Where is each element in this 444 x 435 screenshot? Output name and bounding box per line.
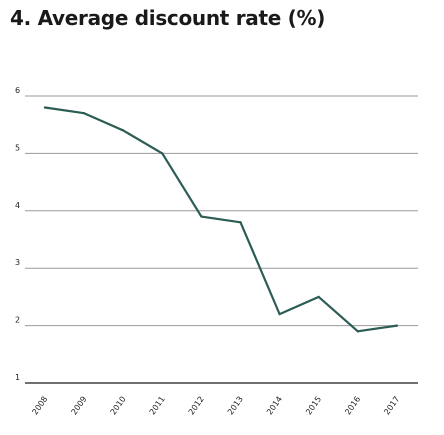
data-point [395,324,398,327]
x-tick-label: 2013 [226,395,245,417]
x-tick-label: 2008 [30,395,49,417]
y-tick-label: 3 [15,258,20,267]
x-tick-label: 2017 [382,395,401,417]
x-tick-label: 2014 [265,395,284,417]
x-tick-label: 2015 [304,395,323,417]
y-tick-label: 1 [15,373,20,382]
y-tick-labels: 1 2 3 4 5 6 [15,86,20,382]
gridlines [25,95,418,384]
chart-title: 4. Average discount rate (%) [10,6,326,30]
x-tick-label: 2011 [148,395,167,417]
x-tick-label: 2009 [70,395,89,417]
y-tick-label: 6 [15,86,20,95]
data-point [43,106,47,109]
series-layer [43,106,398,333]
data-point [200,215,203,218]
x-tick-labels: 2008 2009 2010 2011 2012 2013 2014 2015 2016 2017 [30,395,401,417]
x-tick-label: 2012 [187,395,206,417]
data-point [83,112,86,115]
data-point [239,221,242,224]
x-tick-label: 2016 [343,395,362,417]
y-tick-label: 4 [15,201,20,210]
series-line [43,106,398,333]
data-point [356,330,359,333]
x-tick-label: 2010 [109,395,128,417]
data-point [161,152,164,155]
data-point [317,295,320,298]
data-point [278,313,281,316]
y-tick-label: 2 [15,316,20,325]
data-point [122,129,125,132]
y-tick-label: 5 [15,143,20,152]
